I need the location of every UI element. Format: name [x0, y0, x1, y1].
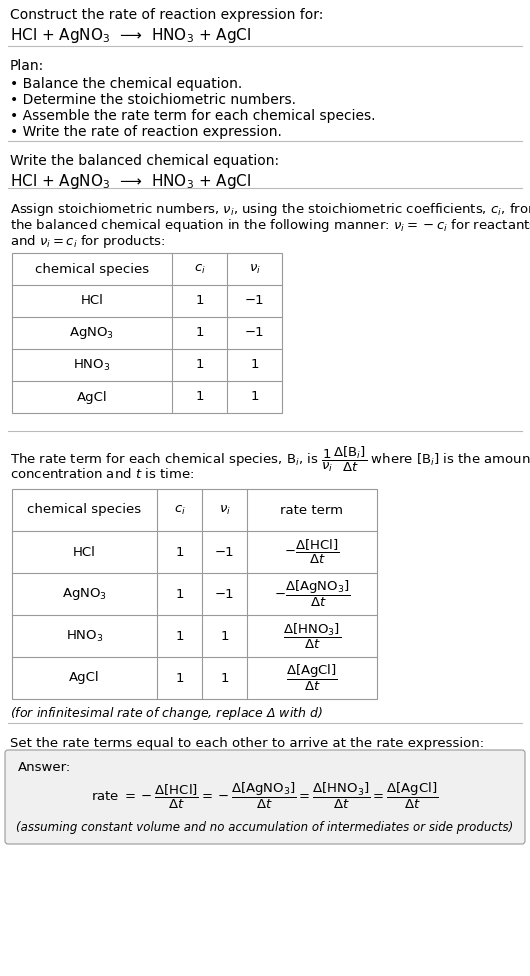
Text: 1: 1 — [195, 327, 204, 340]
Text: rate $= -\dfrac{\Delta[\mathrm{HCl}]}{\Delta t} = -\dfrac{\Delta[\mathrm{AgNO_3}: rate $= -\dfrac{\Delta[\mathrm{HCl}]}{\D… — [91, 781, 439, 811]
Text: (for infinitesimal rate of change, replace Δ with $d$): (for infinitesimal rate of change, repla… — [10, 705, 323, 722]
Text: 1: 1 — [195, 295, 204, 307]
Text: 1: 1 — [175, 630, 184, 642]
Text: $c_i$: $c_i$ — [193, 263, 206, 275]
Text: Write the balanced chemical equation:: Write the balanced chemical equation: — [10, 154, 279, 168]
Text: $-\dfrac{\Delta[\mathrm{AgNO_3}]}{\Delta t}$: $-\dfrac{\Delta[\mathrm{AgNO_3}]}{\Delta… — [273, 579, 350, 609]
Text: HCl: HCl — [81, 295, 103, 307]
Text: Plan:: Plan: — [10, 59, 44, 73]
Text: AgNO$_3$: AgNO$_3$ — [62, 586, 107, 602]
Text: $c_i$: $c_i$ — [174, 504, 185, 516]
Text: AgCl: AgCl — [77, 390, 107, 403]
Text: AgNO$_3$: AgNO$_3$ — [69, 325, 114, 341]
Text: the balanced chemical equation in the following manner: $\nu_i = -c_i$ for react: the balanced chemical equation in the fo… — [10, 217, 530, 234]
Text: 1: 1 — [175, 671, 184, 684]
Text: −1: −1 — [245, 295, 264, 307]
Text: 1: 1 — [220, 671, 229, 684]
Text: $-\dfrac{\Delta[\mathrm{HCl}]}{\Delta t}$: $-\dfrac{\Delta[\mathrm{HCl}]}{\Delta t}… — [284, 538, 340, 566]
Text: HNO$_3$: HNO$_3$ — [73, 357, 111, 373]
Text: HCl + AgNO$_3$  ⟶  HNO$_3$ + AgCl: HCl + AgNO$_3$ ⟶ HNO$_3$ + AgCl — [10, 172, 251, 191]
Text: • Assemble the rate term for each chemical species.: • Assemble the rate term for each chemic… — [10, 109, 375, 123]
Text: 1: 1 — [250, 390, 259, 403]
Text: $\dfrac{\Delta[\mathrm{HNO_3}]}{\Delta t}$: $\dfrac{\Delta[\mathrm{HNO_3}]}{\Delta t… — [283, 622, 341, 651]
Text: Assign stoichiometric numbers, $\nu_i$, using the stoichiometric coefficients, $: Assign stoichiometric numbers, $\nu_i$, … — [10, 201, 530, 218]
Text: −1: −1 — [215, 588, 234, 600]
FancyBboxPatch shape — [5, 750, 525, 844]
Text: 1: 1 — [220, 630, 229, 642]
Text: $\nu_i$: $\nu_i$ — [249, 263, 260, 275]
Text: • Determine the stoichiometric numbers.: • Determine the stoichiometric numbers. — [10, 93, 296, 107]
Text: HCl + AgNO$_3$  ⟶  HNO$_3$ + AgCl: HCl + AgNO$_3$ ⟶ HNO$_3$ + AgCl — [10, 26, 251, 45]
Text: Set the rate terms equal to each other to arrive at the rate expression:: Set the rate terms equal to each other t… — [10, 737, 484, 750]
Text: HCl: HCl — [73, 546, 96, 558]
Text: −1: −1 — [245, 327, 264, 340]
Text: • Write the rate of reaction expression.: • Write the rate of reaction expression. — [10, 125, 282, 139]
Text: and $\nu_i = c_i$ for products:: and $\nu_i = c_i$ for products: — [10, 233, 165, 250]
Text: $\nu_i$: $\nu_i$ — [218, 504, 231, 516]
Text: rate term: rate term — [280, 504, 343, 516]
Text: Answer:: Answer: — [18, 761, 71, 774]
Bar — [12, 489, 377, 699]
Text: −1: −1 — [215, 546, 234, 558]
Text: Construct the rate of reaction expression for:: Construct the rate of reaction expressio… — [10, 8, 323, 22]
Text: • Balance the chemical equation.: • Balance the chemical equation. — [10, 77, 242, 91]
Text: $\dfrac{\Delta[\mathrm{AgCl}]}{\Delta t}$: $\dfrac{\Delta[\mathrm{AgCl}]}{\Delta t}… — [286, 663, 338, 693]
Text: 1: 1 — [195, 358, 204, 372]
Text: chemical species: chemical species — [35, 263, 149, 275]
Bar — [12, 253, 282, 413]
Text: HNO$_3$: HNO$_3$ — [66, 629, 103, 643]
Text: 1: 1 — [195, 390, 204, 403]
Text: (assuming constant volume and no accumulation of intermediates or side products): (assuming constant volume and no accumul… — [16, 821, 514, 834]
Text: AgCl: AgCl — [69, 671, 100, 684]
Text: 1: 1 — [175, 588, 184, 600]
Text: concentration and $t$ is time:: concentration and $t$ is time: — [10, 467, 194, 481]
Text: chemical species: chemical species — [28, 504, 142, 516]
Text: 1: 1 — [250, 358, 259, 372]
Text: 1: 1 — [175, 546, 184, 558]
Text: The rate term for each chemical species, B$_i$, is $\dfrac{1}{\nu_i}\dfrac{\Delt: The rate term for each chemical species,… — [10, 445, 530, 474]
